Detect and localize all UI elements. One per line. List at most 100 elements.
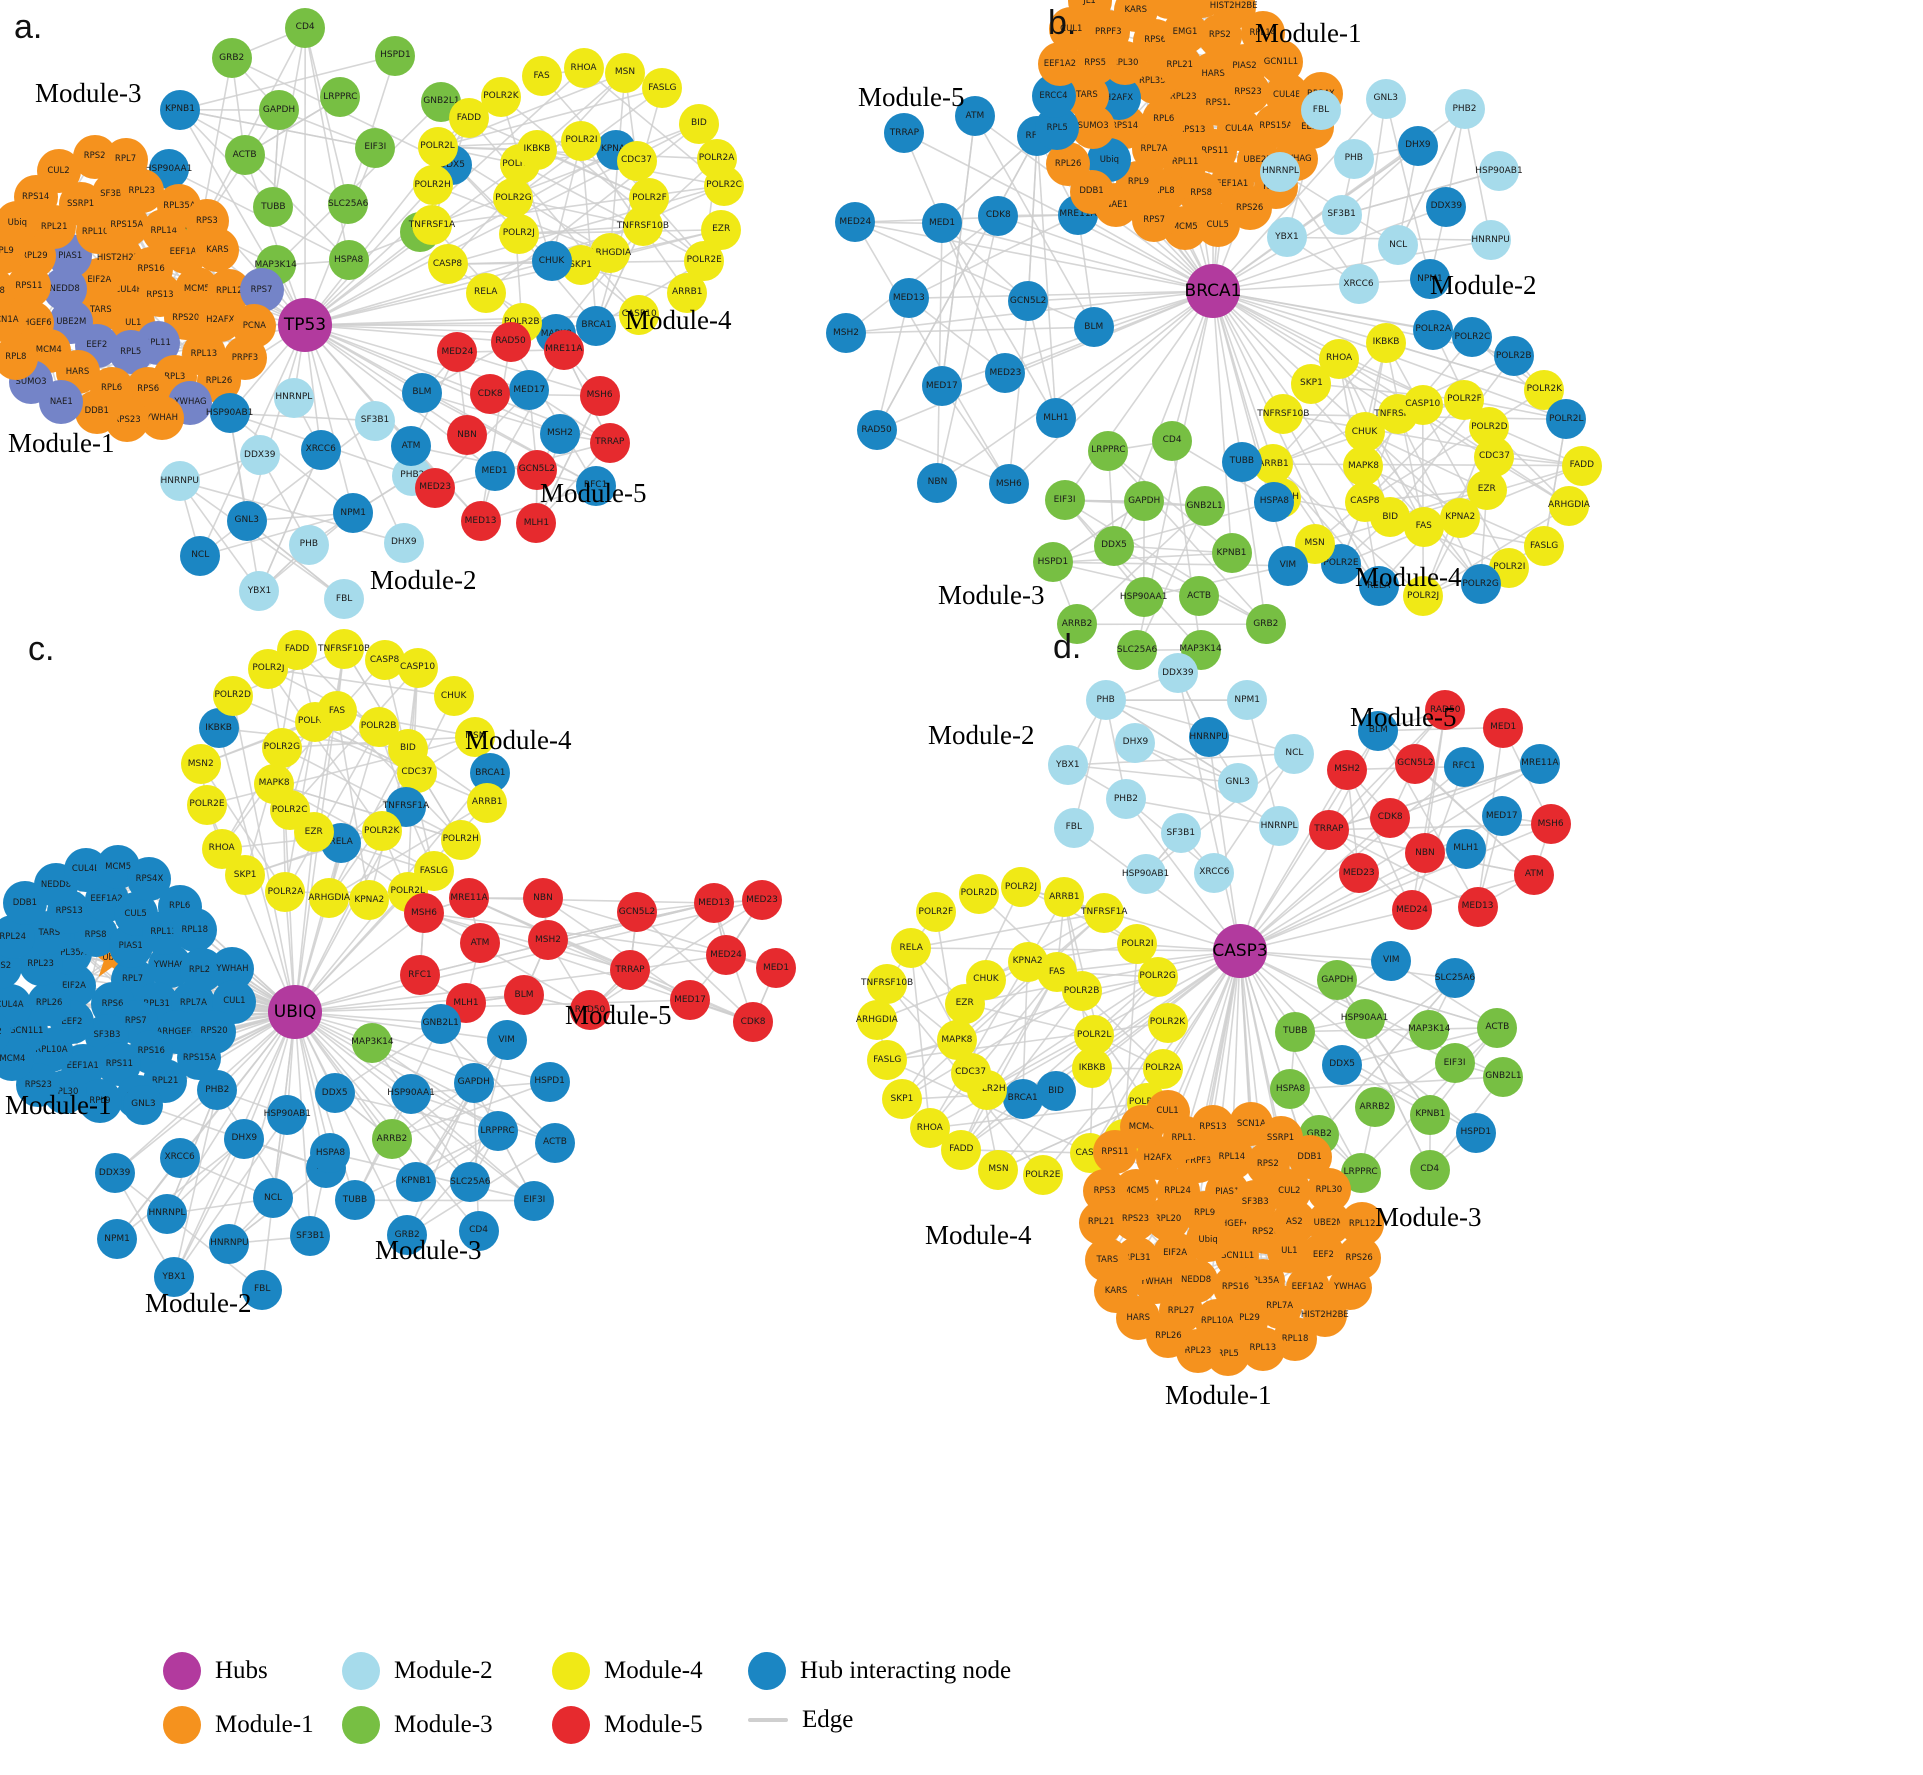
node-polr2h[interactable]: POLR2H (412, 165, 453, 206)
node-polr2l[interactable]: POLR2L (417, 126, 458, 167)
node-mre11a[interactable]: MRE11A (1519, 743, 1560, 784)
node-arrb2[interactable]: ARRB2 (1354, 1087, 1395, 1128)
node-map3k14[interactable]: MAP3K14 (1408, 1009, 1450, 1050)
node-med1[interactable]: MED1 (756, 948, 796, 988)
node-tnfrsf10b[interactable]: TNFRSF10B (318, 629, 370, 670)
node-hnrnpl[interactable]: HNRNPL (1259, 806, 1300, 847)
node-ddx5[interactable]: DDX5 (1094, 525, 1135, 566)
node-hsp90aa1[interactable]: HSP90AA1 (1120, 577, 1168, 618)
node-sf3b1[interactable]: SF3B1 (1321, 194, 1362, 235)
node-gnb2l1[interactable]: GNB2L1 (1184, 486, 1225, 527)
node-fbl[interactable]: FBL (1300, 90, 1341, 130)
node-gnb2l1[interactable]: GNB2L1 (1483, 1056, 1524, 1097)
node-tubb[interactable]: TUBB (1221, 441, 1262, 482)
node-chuk[interactable]: CHUK (531, 241, 572, 282)
node-hnrnpu[interactable]: HNRNPU (1470, 220, 1511, 261)
node-med13[interactable]: MED13 (460, 501, 501, 542)
hub-node-tp53[interactable]: TP53 (278, 298, 332, 352)
node-mre11a[interactable]: MRE11A (543, 329, 584, 370)
node-med17[interactable]: MED17 (921, 366, 962, 407)
node-med1[interactable]: MED1 (474, 451, 515, 492)
node-kpna2[interactable]: KPNA2 (1440, 497, 1481, 538)
node-polr2e[interactable]: POLR2E (1022, 1155, 1063, 1196)
node-eif3i[interactable]: EIF3I (1044, 480, 1085, 521)
node-gnl3[interactable]: GNL3 (226, 500, 267, 541)
node-chuk[interactable]: CHUK (965, 959, 1006, 1000)
node-phb[interactable]: PHB (288, 524, 329, 565)
node-polr2j[interactable]: POLR2J (498, 213, 539, 254)
node-cdk8[interactable]: CDK8 (978, 195, 1019, 236)
node-xrcc6[interactable]: XRCC6 (1194, 852, 1235, 893)
node-ybx1[interactable]: YBX1 (1266, 217, 1307, 258)
node-rps13[interactable]: RPS13 (1190, 1105, 1235, 1150)
node-fbl[interactable]: FBL (1053, 807, 1094, 848)
node-ddx39[interactable]: DDX39 (1157, 653, 1198, 694)
node-hspa8[interactable]: HSPA8 (328, 240, 369, 281)
node-gnl3[interactable]: GNL3 (1217, 762, 1258, 803)
node-rfc1[interactable]: RFC1 (400, 955, 440, 995)
node-hsp90ab1[interactable]: HSP90AB1 (1122, 854, 1169, 895)
node-fas[interactable]: FAS (521, 56, 562, 97)
node-rhoa[interactable]: RHOA (909, 1108, 950, 1148)
node-mlh1[interactable]: MLH1 (1035, 398, 1076, 439)
node-actb[interactable]: ACTB (1477, 1007, 1518, 1048)
node-hnrnpu[interactable]: HNRNPU (1188, 717, 1229, 758)
node-cdc37[interactable]: CDC37 (616, 140, 657, 181)
node-polr2g[interactable]: POLR2G (1137, 956, 1178, 997)
node-casp8[interactable]: CASP8 (1344, 481, 1385, 522)
node-gnb2l1[interactable]: GNB2L1 (420, 1003, 461, 1044)
node-trrap[interactable]: TRRAP (1308, 809, 1349, 850)
node-polr2d[interactable]: POLR2D (958, 873, 999, 914)
node-msh2[interactable]: MSH2 (528, 920, 568, 960)
node-kpnb1[interactable]: KPNB1 (159, 89, 200, 130)
node-ddx5[interactable]: DDX5 (1322, 1044, 1363, 1085)
node-nbn[interactable]: NBN (446, 415, 487, 456)
node-eif3i[interactable]: EIF3I (355, 127, 396, 168)
node-ddx39[interactable]: DDX39 (1426, 186, 1467, 227)
node-kpnb1[interactable]: KPNB1 (1211, 533, 1252, 574)
node-phb2[interactable]: PHB2 (1444, 89, 1485, 130)
node-gapdh[interactable]: GAPDH (259, 90, 300, 131)
node-phb[interactable]: PHB (1085, 680, 1126, 721)
node-cd4[interactable]: CD4 (1409, 1149, 1450, 1190)
node-tnfrsf1a[interactable]: TNFRSF1A (1081, 892, 1127, 933)
node-nbn[interactable]: NBN (917, 462, 958, 503)
node-hspd1[interactable]: HSPD1 (529, 1061, 570, 1102)
node-mre11a[interactable]: MRE11A (449, 878, 489, 918)
node-tnfrsf10b[interactable]: TNFRSF10B (617, 206, 669, 247)
node-msh6[interactable]: MSH6 (579, 375, 620, 416)
node-rela[interactable]: RELA (891, 928, 932, 969)
node-hnrnpu[interactable]: HNRNPU (159, 461, 200, 502)
node-hnrnpl[interactable]: HNRNPL (1260, 151, 1301, 192)
node-msh2[interactable]: MSH2 (1327, 749, 1368, 790)
node-msh6[interactable]: MSH6 (1530, 804, 1571, 845)
hub-node-brca1[interactable]: BRCA1 (1185, 264, 1241, 318)
node-polr2e[interactable]: POLR2E (187, 784, 228, 825)
node-gnl3[interactable]: GNL3 (123, 1084, 164, 1125)
node-polr2f[interactable]: POLR2F (915, 892, 956, 933)
node-polr2a[interactable]: POLR2A (1413, 309, 1454, 350)
node-mlh1[interactable]: MLH1 (1445, 828, 1486, 869)
node-hspd1[interactable]: HSPD1 (1455, 1112, 1496, 1153)
node-hsp90ab1[interactable]: HSP90AB1 (206, 393, 253, 434)
node-dhx9[interactable]: DHX9 (224, 1118, 265, 1159)
node-cd4[interactable]: CD4 (1152, 420, 1193, 461)
node-xrcc6[interactable]: XRCC6 (1338, 264, 1379, 305)
node-fadd[interactable]: FADD (277, 629, 318, 670)
node-vim[interactable]: VIM (1267, 545, 1308, 586)
node-med24[interactable]: MED24 (1391, 890, 1432, 931)
node-fadd[interactable]: FADD (1561, 445, 1602, 486)
node-trrap[interactable]: TRRAP (589, 422, 630, 463)
node-bid[interactable]: BID (678, 103, 719, 144)
node-polr2k[interactable]: POLR2K (480, 76, 521, 117)
node-atm[interactable]: ATM (460, 923, 500, 963)
node-hspd1[interactable]: HSPD1 (1032, 542, 1073, 583)
node-actb[interactable]: ACTB (224, 135, 265, 176)
node-msn[interactable]: MSN (604, 52, 645, 93)
node-phb2[interactable]: PHB2 (1105, 779, 1146, 820)
node-hspa8[interactable]: HSPA8 (1254, 481, 1295, 522)
node-dhx9[interactable]: DHX9 (1397, 125, 1438, 166)
node-gcn5l2[interactable]: GCN5L2 (1395, 743, 1436, 784)
node-bid[interactable]: BID (1036, 1071, 1076, 1112)
node-cul1[interactable]: CUL1 (1145, 1089, 1190, 1134)
